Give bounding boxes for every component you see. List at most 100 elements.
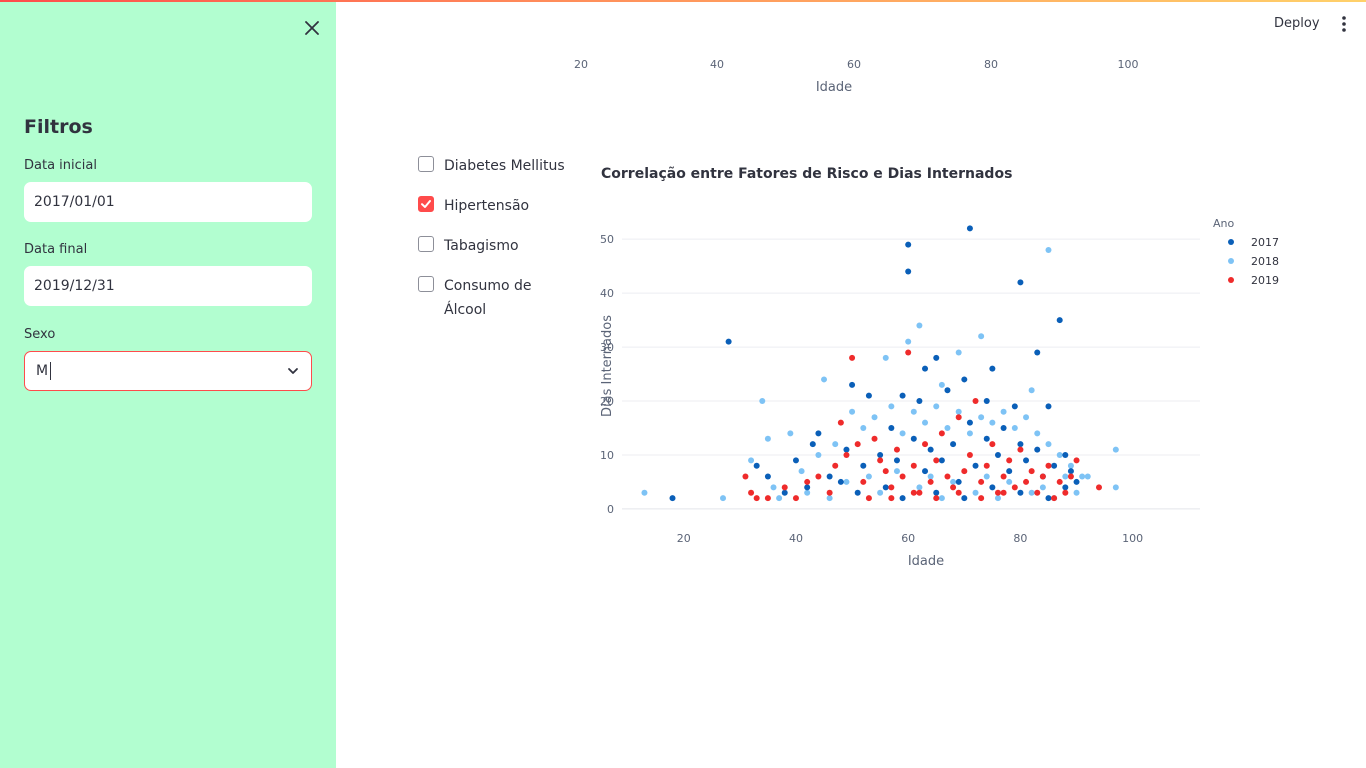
- close-sidebar-button[interactable]: [300, 16, 324, 40]
- data-point-2019: [1051, 495, 1058, 502]
- data-point-2017: [922, 365, 929, 372]
- data-point-2019: [972, 398, 979, 405]
- checkbox-box[interactable]: [418, 156, 434, 172]
- y-tick-label: 10: [600, 449, 614, 462]
- data-point-2019: [1056, 478, 1063, 485]
- data-point-2017: [1073, 478, 1080, 485]
- data-point-2018: [1028, 489, 1035, 496]
- data-point-2018: [983, 473, 990, 480]
- data-point-2018: [994, 495, 1001, 502]
- data-point-2018: [1023, 414, 1030, 421]
- data-point-2019: [910, 462, 917, 469]
- data-point-2017: [905, 268, 912, 275]
- data-point-2017: [781, 489, 788, 496]
- header-decoration: [0, 0, 1366, 2]
- data-point-2019: [753, 495, 760, 502]
- data-point-2019: [910, 489, 917, 496]
- previous-chart-tick: 80: [984, 58, 998, 71]
- legend-marker-2018: [1228, 258, 1234, 264]
- data-point-2019: [815, 473, 822, 480]
- main-menu-button[interactable]: [1334, 14, 1354, 34]
- sidebar-title: Filtros: [24, 116, 93, 138]
- previous-chart-tick: 40: [710, 58, 724, 71]
- data-point-2018: [860, 424, 867, 431]
- data-point-2018: [927, 473, 934, 480]
- data-point-2017: [1051, 462, 1058, 469]
- data-point-2018: [966, 430, 973, 437]
- data-point-2019: [1011, 484, 1018, 491]
- checkbox-diabetes[interactable]: Diabetes Mellitus: [418, 154, 574, 178]
- data-point-2017: [1011, 403, 1018, 410]
- data-point-2018: [1073, 489, 1080, 496]
- data-point-2019: [927, 478, 934, 485]
- vertical-dots-icon: [1342, 16, 1346, 32]
- data-point-2019: [1067, 473, 1074, 480]
- checkbox-tabagismo[interactable]: Tabagismo: [418, 234, 574, 258]
- data-point-2017: [899, 392, 906, 399]
- data-point-2017: [1062, 484, 1069, 491]
- data-point-2018: [849, 408, 856, 415]
- data-point-2017: [1017, 441, 1024, 448]
- data-point-2019: [1034, 489, 1041, 496]
- data-point-2019: [781, 484, 788, 491]
- legend-label-2018: 2018: [1251, 255, 1279, 268]
- data-point-2017: [1056, 317, 1063, 324]
- checkbox-box[interactable]: [418, 276, 434, 292]
- data-point-2017: [989, 484, 996, 491]
- data-point-2019: [1023, 478, 1030, 485]
- data-point-2018: [748, 457, 755, 464]
- data-point-2018: [938, 381, 945, 388]
- checkbox-box[interactable]: [418, 196, 434, 212]
- data-point-2019: [893, 446, 900, 453]
- data-point-2017: [1045, 495, 1052, 502]
- data-point-2017: [950, 441, 957, 448]
- end-date-input[interactable]: 2019/12/31: [24, 266, 312, 306]
- data-point-2017: [804, 484, 811, 491]
- data-point-2019: [804, 478, 811, 485]
- data-point-2017: [764, 473, 771, 480]
- data-point-2018: [720, 495, 727, 502]
- sex-select[interactable]: M: [24, 351, 312, 391]
- data-point-2018: [1011, 424, 1018, 431]
- data-point-2018: [933, 403, 940, 410]
- checkbox-box[interactable]: [418, 236, 434, 252]
- data-point-2019: [922, 441, 929, 448]
- data-point-2019: [944, 473, 951, 480]
- checkbox-alcool[interactable]: Consumo de Álcool: [418, 274, 574, 322]
- text-cursor: [50, 362, 52, 380]
- data-point-2018: [1039, 484, 1046, 491]
- data-point-2017: [1017, 279, 1024, 286]
- deploy-button[interactable]: Deploy: [1274, 16, 1320, 31]
- data-point-2019: [837, 419, 844, 426]
- data-point-2017: [882, 484, 889, 491]
- data-point-2019: [860, 478, 867, 485]
- data-point-2017: [899, 495, 906, 502]
- data-point-2017: [837, 478, 844, 485]
- y-tick-label: 20: [600, 395, 614, 408]
- data-point-2017: [961, 495, 968, 502]
- data-point-2018: [1045, 441, 1052, 448]
- start-date-input[interactable]: 2017/01/01: [24, 182, 312, 222]
- data-point-2017: [966, 225, 973, 232]
- data-point-2017: [865, 392, 872, 399]
- data-point-2019: [1095, 484, 1102, 491]
- data-point-2018: [972, 489, 979, 496]
- sidebar: Filtros Data inicial 2017/01/01 Data fin…: [0, 2, 336, 768]
- checkbox-hipertensao[interactable]: Hipertensão: [418, 194, 574, 218]
- data-point-2019: [1017, 446, 1024, 453]
- data-point-2018: [1079, 473, 1086, 480]
- sex-select-value: M: [36, 363, 49, 379]
- chevron-down-icon: [288, 368, 298, 374]
- data-point-2017: [933, 354, 940, 361]
- start-date-label: Data inicial: [24, 158, 97, 173]
- data-point-2019: [961, 468, 968, 475]
- data-point-2019: [933, 457, 940, 464]
- data-point-2017: [972, 462, 979, 469]
- y-tick-label: 0: [607, 503, 614, 516]
- data-point-2017: [1000, 424, 1007, 431]
- data-point-2017: [792, 457, 799, 464]
- data-point-2019: [1028, 468, 1035, 475]
- data-point-2017: [994, 451, 1001, 458]
- data-point-2019: [978, 495, 985, 502]
